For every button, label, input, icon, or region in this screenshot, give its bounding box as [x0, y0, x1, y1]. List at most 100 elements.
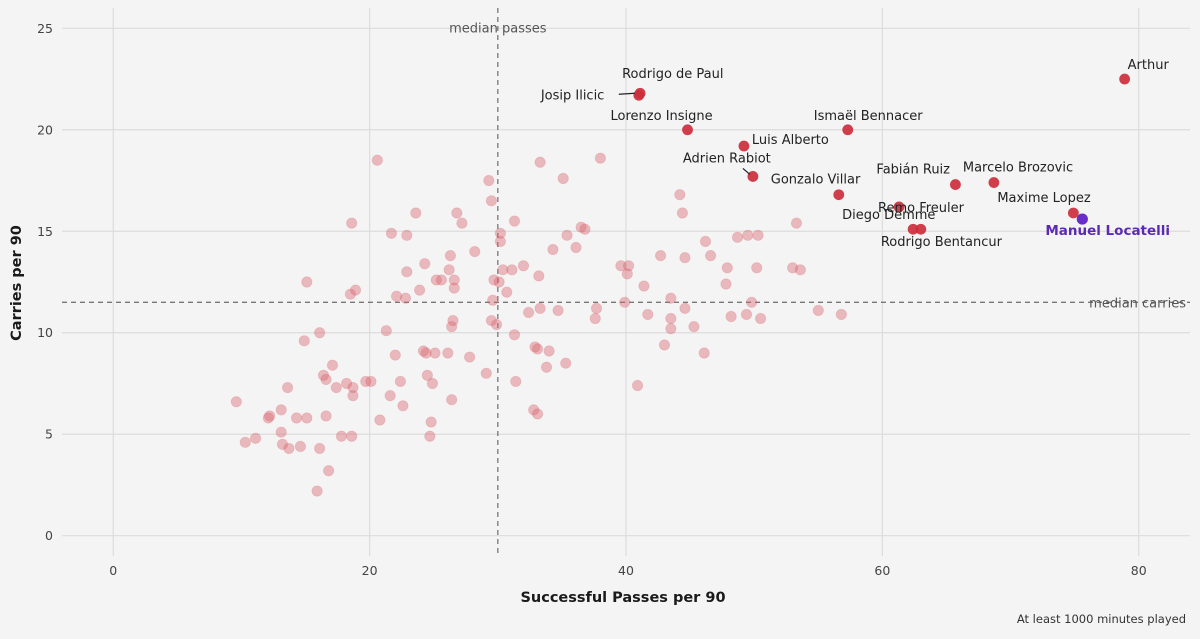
data-point: [698, 347, 710, 359]
data-point: [429, 347, 441, 359]
data-point: [230, 396, 242, 408]
data-point: [435, 274, 448, 286]
median-carries-label: median carries: [1089, 296, 1186, 311]
data-point: [575, 221, 587, 233]
data-point: [531, 408, 544, 420]
data-point: [638, 280, 650, 292]
x-tick-label: 80: [1131, 563, 1147, 578]
data-point: [399, 292, 412, 304]
data-point: [720, 278, 732, 290]
data-point: [430, 274, 442, 286]
data-point: [417, 345, 430, 357]
data-point: [557, 172, 569, 185]
point-labels: Arthur Rodrigo de Paul Josip Ilicic Lorenzo…: [540, 58, 1170, 250]
data-point: [699, 235, 712, 248]
labelled-point: [682, 124, 693, 136]
data-point: [249, 432, 262, 444]
labelled-point: [633, 89, 645, 101]
median-lines: median passes median carries: [62, 8, 1190, 556]
data-point: [674, 189, 686, 201]
data-point: [531, 343, 544, 355]
labelled-points: [633, 73, 1131, 235]
data-point: [501, 286, 513, 298]
x-tick-label: 0: [109, 563, 117, 578]
data-point: [335, 430, 348, 442]
data-point: [326, 359, 339, 371]
data-point: [746, 296, 758, 308]
caption: At least 1000 minutes played: [1017, 612, 1186, 626]
data-point: [451, 207, 463, 219]
data-point: [444, 250, 456, 262]
data-point: [497, 264, 509, 276]
labelled-point: [842, 124, 854, 136]
label-connector: [618, 92, 635, 95]
data-point: [534, 302, 546, 314]
data-point: [298, 335, 310, 347]
data-point: [456, 217, 468, 229]
data-point: [294, 440, 307, 452]
highlight-point: [1076, 213, 1088, 225]
data-point: [508, 329, 521, 341]
point-label: Gonzalo Villar: [771, 173, 861, 188]
data-point: [615, 260, 627, 272]
data-point: [314, 327, 326, 339]
data-point: [621, 268, 633, 280]
point-label: Rodrigo de Paul: [622, 67, 723, 82]
point-label: Remo Freuler: [878, 201, 965, 216]
data-point: [443, 264, 455, 276]
data-point: [320, 410, 332, 422]
point-label: Lorenzo Insigne: [611, 109, 713, 124]
data-point: [721, 262, 733, 274]
data-point: [360, 375, 372, 388]
data-point: [365, 375, 377, 388]
data-point: [397, 400, 409, 412]
data-point: [533, 270, 545, 282]
data-point: [594, 152, 606, 164]
data-point: [534, 156, 546, 168]
data-point: [658, 339, 671, 351]
data-point: [506, 264, 518, 276]
data-point: [419, 258, 431, 270]
data-point: [731, 231, 744, 243]
data-point: [622, 260, 635, 272]
data-point: [561, 229, 573, 241]
data-point: [787, 262, 799, 274]
data-point: [510, 375, 522, 388]
data-point: [485, 314, 498, 327]
data-point: [679, 302, 691, 314]
data-point: [740, 308, 753, 321]
data-point: [754, 312, 767, 325]
data-point: [725, 310, 737, 323]
point-label: Diego Demme: [842, 208, 935, 223]
y-tick-label: 20: [37, 122, 53, 137]
data-point: [522, 306, 535, 319]
data-point: [464, 351, 476, 363]
data-point: [384, 390, 396, 402]
data-point: [742, 229, 754, 241]
data-point: [344, 288, 357, 300]
data-point: [414, 284, 426, 296]
data-point: [330, 381, 342, 394]
data-point: [283, 442, 295, 455]
data-point: [642, 308, 654, 321]
labelled-point: [1067, 207, 1079, 219]
data-point: [442, 347, 454, 359]
data-point: [275, 404, 287, 416]
data-point: [346, 217, 358, 229]
data-point: [301, 412, 313, 424]
data-point: [347, 381, 359, 394]
highlight-label: Manuel Locatelli: [1045, 223, 1170, 239]
y-tick-label: 5: [45, 427, 53, 442]
data-point: [320, 373, 332, 386]
data-point: [579, 223, 591, 235]
point-label: Arthur: [1128, 58, 1170, 73]
data-point: [560, 357, 572, 369]
data-point: [448, 282, 460, 294]
data-point: [390, 290, 403, 302]
x-tick-label: 60: [874, 563, 890, 578]
data-point: [665, 292, 677, 304]
data-point: [490, 319, 503, 331]
data-point: [488, 274, 500, 286]
point-label: Rodrigo Bentancur: [881, 235, 1003, 250]
